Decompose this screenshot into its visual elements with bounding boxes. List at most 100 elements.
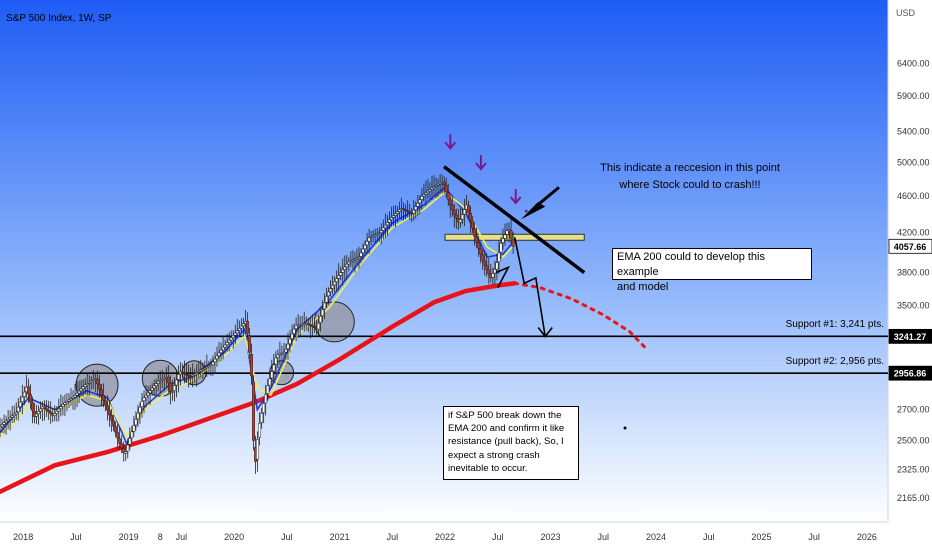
candle-body (89, 380, 93, 383)
candle-body (337, 275, 341, 279)
candle-body (99, 389, 103, 395)
candle-body (197, 371, 201, 373)
candle-body (477, 242, 481, 249)
candle-body (369, 236, 373, 238)
candle-body (209, 364, 213, 367)
candle-body (438, 182, 442, 185)
support-1-label: Support #1: 3,241 pts. (785, 319, 884, 330)
time-tick-label: 2019 (119, 532, 139, 542)
candle-body (479, 248, 483, 255)
candle-body (106, 405, 109, 411)
last-price-tag-bg (888, 238, 932, 254)
candle-body (114, 426, 118, 433)
time-tick-label: 8 (158, 532, 163, 542)
candle-body (162, 377, 166, 380)
candle-body (144, 395, 148, 398)
downtrend-line (442, 165, 586, 274)
candle-body (396, 211, 399, 214)
candle-body (118, 438, 122, 444)
candle-body (6, 419, 10, 422)
candle-body (229, 337, 233, 341)
support-levels (0, 335, 888, 374)
candle-body (20, 396, 24, 402)
candle-body (166, 376, 170, 384)
candle-body (168, 383, 172, 392)
stray-dot (623, 426, 627, 430)
price-tick-label: 3800.00 (897, 268, 930, 278)
price-tick-label: 3500.00 (897, 301, 930, 311)
candle-body (329, 288, 333, 292)
candle-body (31, 402, 34, 411)
candle-body (446, 192, 450, 200)
candle-body (203, 367, 207, 370)
candle-body (408, 211, 412, 214)
crash-arrow-head (537, 327, 553, 338)
candle-body (392, 215, 395, 218)
candle-body (462, 209, 466, 215)
candle-body (475, 236, 479, 243)
price-axis: 6400.00 5900.00 5400.00 5000.00 4600.00 4200.… (897, 59, 930, 504)
candle-body (172, 385, 176, 392)
candle-body (404, 209, 408, 212)
time-tick-label: 2025 (751, 532, 771, 542)
candle-body (268, 378, 272, 386)
candle-body (227, 339, 231, 343)
candle-body (284, 349, 288, 353)
candle-body (140, 401, 144, 407)
candle-body (71, 396, 75, 399)
candle-body (4, 420, 8, 423)
candle-body (142, 397, 146, 402)
candle-body (120, 443, 124, 449)
time-tick-label: Jul (387, 532, 399, 542)
candle-body (152, 385, 156, 389)
candle-body (211, 361, 215, 366)
candle-body (280, 352, 284, 355)
crash-path (513, 237, 546, 337)
candle-body (469, 213, 472, 221)
candle-body (347, 261, 351, 265)
price-tick-label: 2500.00 (897, 435, 930, 445)
candle-body (104, 400, 107, 406)
candle-body (116, 432, 120, 439)
time-axis: 2018 Jul 2019 8 Jul 2020 Jul 2021 Jul 2022 Jul 2023… (13, 532, 877, 542)
candle-body (402, 208, 406, 211)
candle-body (308, 324, 312, 326)
candle-body (379, 230, 383, 233)
drawings (442, 134, 627, 430)
candle-body (258, 422, 262, 438)
candle-body (499, 243, 503, 253)
ema200 (0, 281, 517, 494)
candle-body (507, 229, 511, 231)
candle-body (460, 214, 464, 220)
candle-body (128, 438, 132, 445)
candle-body (65, 401, 69, 403)
time-tick-label: 2024 (646, 532, 666, 542)
candle-body (497, 252, 501, 263)
candle-body (318, 316, 322, 323)
candle-body (245, 320, 249, 334)
candle-body (0, 424, 4, 427)
candle-body (355, 257, 359, 260)
candle-body (108, 410, 111, 416)
candle-body (110, 415, 113, 421)
candle-body (321, 309, 324, 316)
candle-body (95, 378, 99, 385)
support-2-price-tag: 2956.86 (894, 369, 927, 379)
candle-body (156, 381, 160, 384)
candle-body (452, 210, 456, 215)
time-tick-label: Jul (492, 532, 504, 542)
candle-body (183, 372, 187, 375)
candle-body (177, 374, 180, 380)
time-tick-label: Jul (70, 532, 82, 542)
time-tick-label: 2026 (857, 532, 877, 542)
candle-body (316, 322, 320, 330)
candle-body (286, 343, 290, 350)
candle-body (217, 352, 221, 356)
purple-dot (524, 209, 528, 213)
candle-body (35, 413, 38, 417)
candle-body (335, 278, 339, 282)
candle-body (154, 383, 158, 386)
candle-body (511, 239, 515, 247)
candle-body (278, 353, 282, 356)
candle-body (385, 222, 389, 226)
